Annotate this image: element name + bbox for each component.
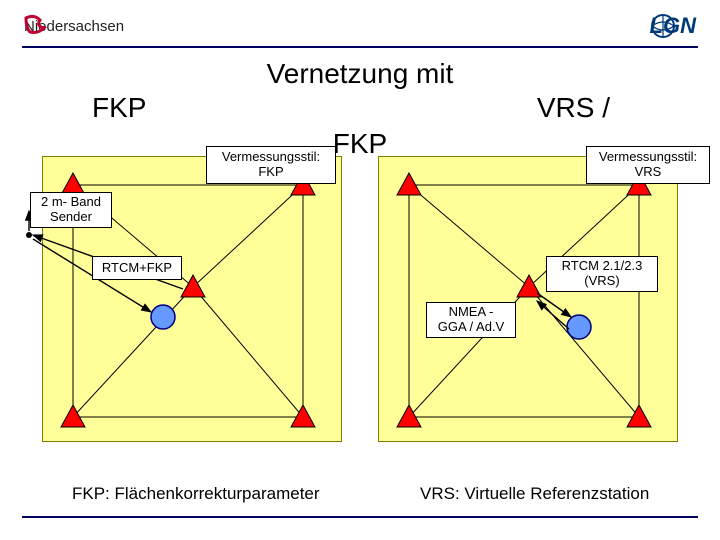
heading-fkp: FKP — [92, 92, 146, 124]
brand-right: LGN — [650, 13, 696, 39]
box-2m-band-sender: 2 m- Band Sender — [30, 192, 112, 228]
footnote-fkp: FKP: Flächenkorrekturparameter — [72, 484, 320, 504]
brand-left: Niedersachsen — [24, 18, 124, 35]
rule-bottom — [22, 516, 698, 518]
box-nmea: NMEA - GGA / Ad.V — [426, 302, 516, 338]
panel-vrs — [378, 156, 678, 442]
box-vermessungsstil-fkp: Vermessungsstil: FKP — [206, 146, 336, 184]
title-line1: Vernetzung mit — [0, 58, 720, 90]
box-vermessungsstil-vrs: Vermessungsstil: VRS — [586, 146, 710, 184]
heading-vrs: VRS / — [537, 92, 610, 124]
rule-top — [22, 46, 698, 48]
lgn-icon — [650, 13, 676, 39]
niedersachsen-icon — [24, 14, 50, 38]
header: Niedersachsen LGN — [0, 0, 720, 46]
footnote-vrs: VRS: Virtuelle Referenzstation — [420, 484, 649, 504]
box-rtcm-fkp: RTCM+FKP — [92, 256, 182, 280]
panel-vrs-svg — [379, 157, 679, 443]
box-rtcm-vrs: RTCM 2.1/2.3 (VRS) — [546, 256, 658, 292]
